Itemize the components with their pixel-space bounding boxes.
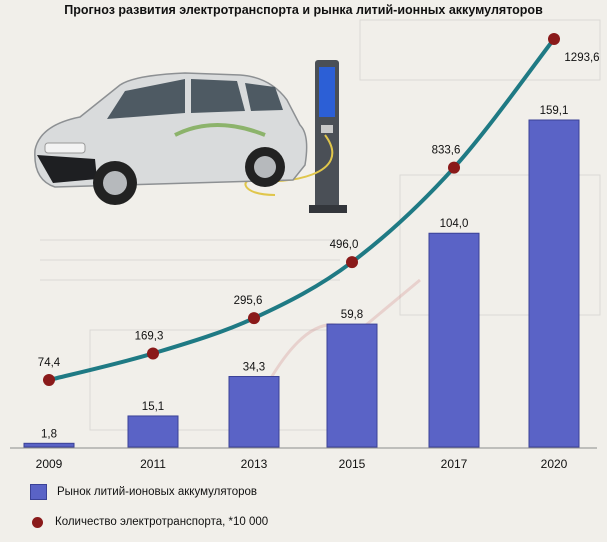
legend-marker-swatch: [32, 516, 43, 528]
line-point-2020: [548, 33, 560, 45]
line-value-label: 169,3: [135, 330, 164, 342]
legend-item-bars: Рынок литий-ионовых аккумуляторов: [30, 482, 590, 502]
x-tick-label: 2015: [339, 457, 366, 471]
legend: Рынок литий-ионовых аккумуляторов Количе…: [30, 482, 590, 542]
line-point-2017: [448, 161, 460, 174]
bar-value-label: 104,0: [440, 218, 469, 230]
bar-2013: [228, 376, 280, 448]
x-tick-label: 2013: [241, 457, 268, 471]
line-point-2009: [43, 374, 55, 386]
line-value-label: 295,6: [234, 295, 263, 307]
car-illustration: [34, 60, 347, 213]
line-value-label: 74,4: [38, 357, 61, 369]
chart-title: Прогноз развития электротранспорта и рын…: [64, 3, 543, 17]
bar-2011: [127, 415, 179, 448]
charging-station: [309, 60, 347, 213]
line-series: [47, 37, 556, 382]
line-value-label: 833,6: [432, 145, 461, 157]
bar-value-label: 34,3: [243, 362, 265, 374]
bar-value-label: 15,1: [142, 401, 164, 413]
legend-label-bars: Рынок литий-ионовых аккумуляторов: [57, 486, 257, 498]
x-tick-label: 2011: [140, 457, 166, 471]
x-tick-label: 2020: [541, 457, 568, 471]
line-point-2013: [248, 312, 260, 325]
line-value-label: 1293,6: [564, 52, 599, 64]
bar-value-label: 159,1: [540, 105, 569, 117]
bar-2009: [23, 442, 75, 448]
legend-bar-swatch: [30, 484, 47, 500]
line-point-2015: [346, 256, 358, 269]
bar-2020: [528, 119, 580, 448]
x-tick-label: 2009: [36, 457, 63, 471]
bar-2015: [326, 323, 378, 448]
legend-item-line: Количество электротранспорта, *10 000: [30, 512, 590, 532]
line-point-2011: [147, 347, 159, 360]
bar-value-label: 59,8: [341, 309, 363, 321]
bar-value-label: 1,8: [41, 428, 57, 440]
car: [34, 72, 308, 205]
bar-2017: [428, 232, 480, 448]
line-value-label: 496,0: [330, 239, 359, 251]
x-tick-label: 2017: [441, 457, 468, 471]
legend-label-line: Количество электротранспорта, *10 000: [55, 516, 269, 528]
